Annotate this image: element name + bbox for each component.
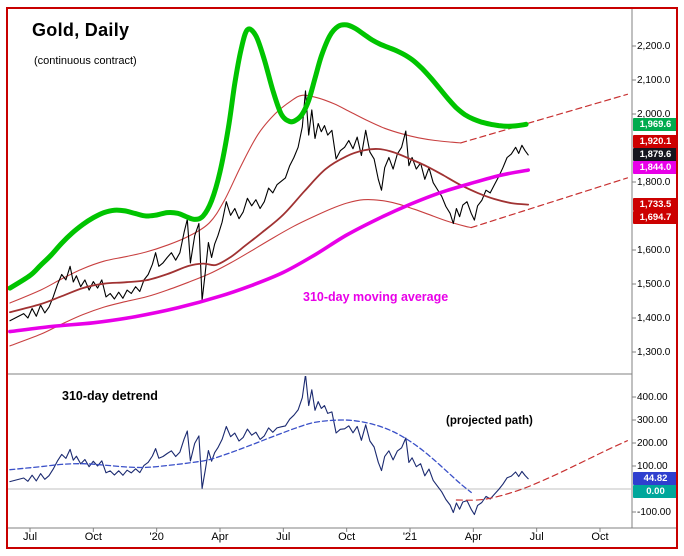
- lower-band-projection-line: [470, 177, 628, 229]
- upper-band-projection-line: [460, 93, 628, 144]
- time-axis-label: Apr: [464, 531, 482, 543]
- gold-price-line: [9, 90, 529, 322]
- detrend-annotation: 310-day detrend: [62, 389, 158, 403]
- detrend-panel: [9, 376, 628, 516]
- axis-tick-label: 1,500.0: [637, 278, 671, 290]
- time-axis-label: '21: [402, 531, 418, 543]
- cycle-line-line: [8, 22, 529, 291]
- upper-band-line: [9, 94, 462, 304]
- axis-tick-label: 300.00: [637, 414, 668, 426]
- ma-secondary-line: [9, 148, 530, 314]
- chart-title: Gold, Daily: [32, 20, 130, 40]
- lower-band-line: [9, 198, 472, 347]
- time-axis-label: '20: [149, 531, 164, 543]
- value-box-44.82: 44.82: [633, 472, 678, 486]
- time-axis-label: Apr: [211, 531, 229, 543]
- time-axis-label: Oct: [338, 531, 356, 543]
- moving-average-annotation: 310-day moving average: [303, 290, 449, 304]
- time-axis-label: Jul: [22, 531, 38, 543]
- detrend-310-line: [9, 376, 529, 516]
- axis-tick-label: -100.00: [637, 506, 671, 518]
- value-box-1,920.1: 1,920.1: [633, 134, 678, 148]
- axis-tick-label: 2,200.0: [637, 40, 671, 52]
- projected-path-annotation: (projected path): [446, 415, 533, 427]
- value-box-0.00: 0.00: [633, 485, 678, 499]
- axes: [7, 7, 677, 532]
- axis-tick-label: 1,600.0: [637, 244, 671, 256]
- chart-subtitle: (continuous contract): [34, 55, 137, 67]
- axis-tick-label: 2,100.0: [637, 74, 671, 86]
- axis-tick-label: 1,800.0: [637, 176, 671, 188]
- value-box-1,694.7: 1,694.7: [633, 211, 678, 225]
- axis-tick-label: 100.00: [637, 460, 668, 472]
- axis-tick-label: 1,300.0: [637, 346, 671, 358]
- value-box-1,844.0: 1,844.0: [633, 161, 678, 175]
- time-axis-label: Jul: [276, 531, 291, 543]
- ma-310-line: [8, 168, 530, 334]
- axis-tick-label: 1,400.0: [637, 312, 671, 324]
- time-axis-label: Oct: [591, 531, 609, 543]
- axis-tick-label: 2,000.0: [637, 108, 671, 120]
- axis-tick-label: 400.00: [637, 391, 668, 403]
- time-axis-label: Oct: [84, 531, 102, 543]
- projected-path-line: [455, 440, 628, 501]
- value-box-1,733.5: 1,733.5: [633, 198, 678, 212]
- detrend-smoothed-line: [9, 419, 472, 494]
- axis-tick-label: 200.00: [637, 437, 668, 449]
- value-box-1,969.6: 1,969.6: [633, 117, 678, 131]
- time-axis-label: Jul: [529, 531, 544, 543]
- value-box-1,879.6: 1,879.6: [633, 148, 678, 162]
- price-panel: [8, 22, 628, 347]
